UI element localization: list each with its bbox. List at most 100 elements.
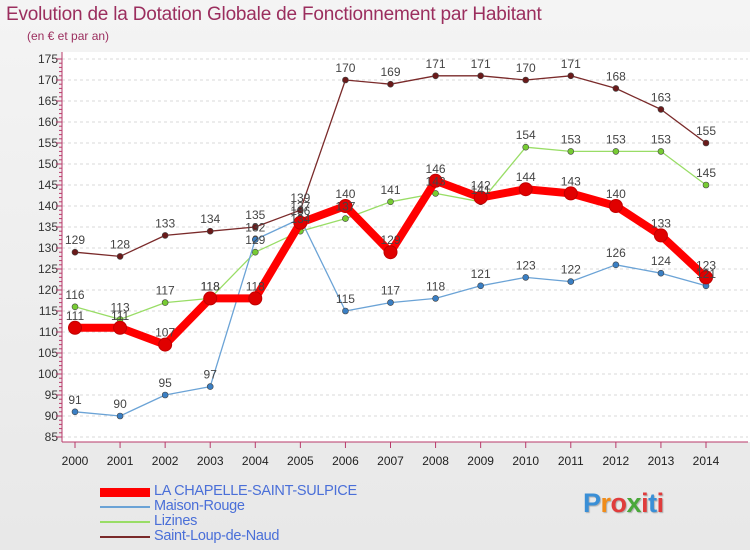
data-label: 137 [290, 200, 310, 214]
y-tick-label: 110 [39, 325, 58, 339]
data-point [432, 190, 439, 197]
x-tick-label: 2002 [152, 454, 179, 468]
data-label: 134 [200, 212, 220, 226]
data-label: 170 [516, 61, 536, 75]
y-tick-label: 170 [38, 73, 58, 87]
data-label: 126 [606, 246, 626, 260]
data-label: 129 [380, 233, 400, 247]
data-label: 171 [561, 57, 581, 71]
data-label: 136 [290, 204, 310, 218]
y-tick-label: 155 [38, 136, 58, 150]
logo-letter: r [600, 488, 612, 518]
data-label: 95 [158, 376, 172, 390]
data-point [518, 182, 533, 197]
data-label: 111 [111, 309, 130, 323]
data-label: 154 [516, 128, 536, 142]
data-point [612, 261, 620, 269]
data-point [612, 85, 620, 92]
data-label: 133 [155, 216, 175, 230]
data-point [387, 299, 394, 306]
y-tick-label: 115 [39, 304, 58, 318]
data-label: 117 [381, 284, 400, 298]
data-point [473, 190, 488, 205]
data-label: 134 [290, 212, 310, 226]
chart-subtitle: (en € et par an) [27, 29, 110, 43]
data-point [563, 186, 578, 201]
data-label: 145 [696, 166, 716, 180]
data-label: 132 [245, 221, 265, 235]
data-point [116, 412, 124, 420]
data-label: 168 [606, 69, 626, 83]
data-label: 129 [245, 233, 265, 247]
data-point [612, 148, 620, 155]
logo-letter: x [626, 488, 642, 518]
data-label: 113 [111, 300, 130, 314]
data-label: 91 [68, 393, 82, 407]
data-point [653, 228, 668, 243]
x-tick-label: 2001 [107, 454, 134, 468]
data-label: 123 [696, 258, 716, 272]
data-point [522, 274, 530, 281]
data-point [477, 282, 484, 290]
y-tick-label: 125 [38, 262, 58, 276]
y-tick-label: 95 [45, 388, 59, 402]
data-point [657, 148, 665, 155]
data-point [608, 199, 623, 213]
data-point [113, 320, 128, 335]
x-tick-label: 2006 [332, 454, 359, 468]
logo-letter: i [656, 488, 665, 518]
data-point [338, 199, 353, 213]
legend-swatch [100, 536, 150, 538]
data-point [206, 383, 214, 390]
data-label: 171 [471, 57, 491, 71]
data-label: 107 [155, 326, 175, 340]
data-point [383, 245, 398, 260]
data-label: 153 [651, 132, 671, 146]
data-label: 90 [113, 397, 127, 411]
data-label: 128 [110, 237, 130, 251]
data-point [116, 253, 124, 260]
data-point [206, 227, 214, 235]
data-label: 122 [561, 263, 581, 277]
data-label: 133 [651, 216, 671, 230]
data-point [699, 270, 713, 285]
y-tick-label: 85 [45, 430, 59, 444]
data-label: 171 [426, 57, 446, 71]
data-label: 169 [380, 65, 400, 79]
data-point [657, 106, 665, 113]
data-point [68, 320, 82, 335]
legend-label: Saint-Loup-de-Naud [154, 528, 280, 544]
data-point [71, 408, 79, 416]
data-point [251, 223, 259, 231]
data-label: 141 [380, 183, 400, 197]
y-tick-label: 145 [38, 178, 58, 192]
data-point [387, 198, 394, 206]
data-point [387, 80, 394, 88]
data-label: 124 [651, 254, 671, 268]
data-label: 143 [561, 174, 581, 188]
y-tick-label: 160 [38, 115, 58, 129]
x-tick-label: 2013 [648, 454, 675, 468]
x-tick-label: 2004 [242, 454, 269, 468]
data-label: 115 [336, 292, 355, 306]
data-label: 170 [335, 61, 355, 75]
x-tick-label: 2008 [422, 454, 449, 468]
x-tick-label: 2000 [62, 454, 89, 468]
data-label: 144 [516, 170, 536, 184]
data-label: 123 [516, 258, 536, 272]
legend-label: Lizines [154, 513, 198, 529]
data-point [567, 278, 575, 285]
data-label: 153 [561, 132, 581, 146]
data-label: 121 [471, 267, 491, 281]
data-label: 140 [606, 187, 626, 201]
data-label: 146 [426, 162, 446, 176]
legend-label: LA CHAPELLE-SAINT-SULPICE [154, 483, 357, 499]
x-tick-label: 2010 [512, 454, 539, 468]
x-tick-label: 2012 [603, 454, 630, 468]
y-tick-label: 105 [38, 346, 58, 360]
data-point [158, 337, 173, 352]
data-point [71, 248, 79, 256]
logo-letter: t [648, 488, 657, 518]
data-label: 118 [246, 279, 265, 293]
data-label: 111 [66, 309, 85, 323]
